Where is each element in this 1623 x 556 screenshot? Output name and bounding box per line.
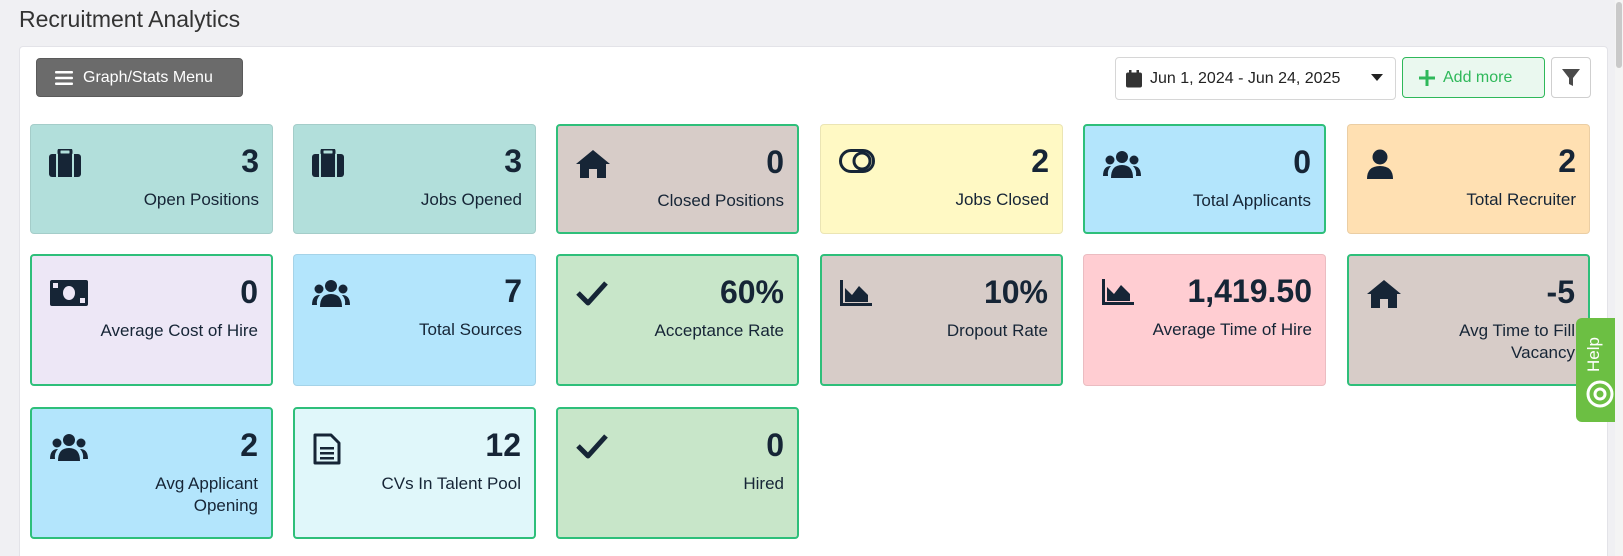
filter-icon bbox=[1562, 68, 1580, 86]
stat-card-cvs-in-talent-pool[interactable]: 12 CVs In Talent Pool bbox=[293, 407, 536, 539]
filter-button[interactable] bbox=[1551, 57, 1591, 98]
stat-label: Total Recruiter bbox=[1466, 190, 1576, 209]
stat-label: Total Sources bbox=[419, 320, 522, 339]
users-icon bbox=[1103, 150, 1141, 183]
stat-value: 12 bbox=[485, 427, 521, 463]
stat-value: 1,419.50 bbox=[1187, 273, 1312, 309]
document-icon bbox=[313, 433, 341, 470]
users-icon bbox=[50, 433, 88, 466]
stat-card-jobs-closed[interactable]: 2 Jobs Closed bbox=[820, 124, 1063, 234]
stat-value: 0 bbox=[240, 274, 258, 310]
users-icon bbox=[312, 279, 350, 312]
stat-value: -5 bbox=[1546, 274, 1575, 310]
stat-card-avg-applicant-opening[interactable]: 2 Avg Applicant Opening bbox=[30, 407, 273, 539]
stat-label: Average Time of Hire bbox=[1152, 320, 1312, 339]
stat-value: 10% bbox=[983, 274, 1048, 310]
stat-card-average-time-of-hire[interactable]: 1,419.50 Average Time of Hire bbox=[1083, 254, 1326, 386]
stat-card-total-applicants[interactable]: 0 Total Applicants bbox=[1083, 124, 1326, 234]
stat-label: Open Positions bbox=[143, 190, 259, 209]
stat-card-avg-time-to-fill-vacancy[interactable]: -5 Avg Time to Fill Vacancy bbox=[1347, 254, 1590, 386]
hamburger-icon bbox=[55, 70, 73, 85]
toggle-icon bbox=[839, 149, 875, 178]
money-icon bbox=[50, 280, 88, 311]
scrollbar-thumb[interactable] bbox=[1616, 2, 1622, 68]
stat-label: Average Cost of Hire bbox=[100, 321, 258, 340]
calendar-icon bbox=[1126, 69, 1142, 87]
stat-label: Jobs Opened bbox=[420, 190, 522, 209]
stat-label: CVs In Talent Pool bbox=[381, 474, 521, 493]
stat-card-closed-positions[interactable]: 0 Closed Positions bbox=[556, 124, 799, 234]
briefcase-icon bbox=[312, 147, 344, 182]
stat-label: Avg Applicant Opening bbox=[155, 474, 258, 515]
page-title: Recruitment Analytics bbox=[19, 6, 241, 32]
stat-card-hired[interactable]: 0 Hired bbox=[556, 407, 799, 539]
analytics-panel bbox=[19, 46, 1608, 556]
stat-value: 0 bbox=[766, 427, 784, 463]
home-icon bbox=[1367, 280, 1401, 313]
stat-value: 0 bbox=[766, 144, 784, 180]
stat-value: 3 bbox=[241, 143, 259, 179]
date-range-picker[interactable]: Jun 1, 2024 - Jun 24, 2025 bbox=[1115, 57, 1396, 100]
add-more-button[interactable]: Add more bbox=[1402, 57, 1545, 98]
stat-label: Avg Time to Fill Vacancy bbox=[1459, 321, 1575, 362]
stat-card-average-cost-of-hire[interactable]: 0 Average Cost of Hire bbox=[30, 254, 273, 386]
check-icon bbox=[576, 280, 608, 311]
graph-stats-menu-button[interactable]: Graph/Stats Menu bbox=[36, 58, 243, 97]
area-chart-icon bbox=[840, 280, 872, 311]
stat-value: 2 bbox=[1558, 143, 1576, 179]
stat-value: 7 bbox=[504, 273, 522, 309]
stat-label: Dropout Rate bbox=[946, 321, 1048, 340]
lifebuoy-icon bbox=[1586, 380, 1614, 408]
user-icon bbox=[1366, 149, 1394, 184]
home-icon bbox=[576, 150, 610, 183]
add-more-label: Add more bbox=[1443, 68, 1513, 86]
stat-label: Total Applicants bbox=[1192, 191, 1311, 210]
stat-value: 3 bbox=[504, 143, 522, 179]
stat-value: 60% bbox=[719, 274, 784, 310]
date-range-value: Jun 1, 2024 - Jun 24, 2025 bbox=[1150, 69, 1341, 87]
stat-card-total-sources[interactable]: 7 Total Sources bbox=[293, 254, 536, 386]
stat-card-dropout-rate[interactable]: 10% Dropout Rate bbox=[820, 254, 1063, 386]
graph-stats-menu-label: Graph/Stats Menu bbox=[83, 68, 213, 86]
chevron-down-icon bbox=[1371, 74, 1383, 81]
stat-label: Jobs Closed bbox=[955, 190, 1049, 209]
stat-value: 0 bbox=[1293, 144, 1311, 180]
briefcase-icon bbox=[49, 147, 81, 182]
help-label: Help bbox=[1584, 337, 1603, 372]
check-icon bbox=[576, 433, 608, 464]
stat-label: Hired bbox=[743, 474, 784, 493]
stat-value: 2 bbox=[1031, 143, 1049, 179]
stat-card-jobs-opened[interactable]: 3 Jobs Opened bbox=[293, 124, 536, 234]
stat-card-total-recruiter[interactable]: 2 Total Recruiter bbox=[1347, 124, 1590, 234]
stat-label: Closed Positions bbox=[657, 191, 784, 210]
plus-icon bbox=[1419, 69, 1435, 86]
stat-card-open-positions[interactable]: 3 Open Positions bbox=[30, 124, 273, 234]
stat-value: 2 bbox=[240, 427, 258, 463]
stat-label: Acceptance Rate bbox=[654, 321, 784, 340]
stat-card-acceptance-rate[interactable]: 60% Acceptance Rate bbox=[556, 254, 799, 386]
scrollbar[interactable] bbox=[1615, 0, 1623, 556]
area-chart-icon bbox=[1102, 279, 1134, 310]
